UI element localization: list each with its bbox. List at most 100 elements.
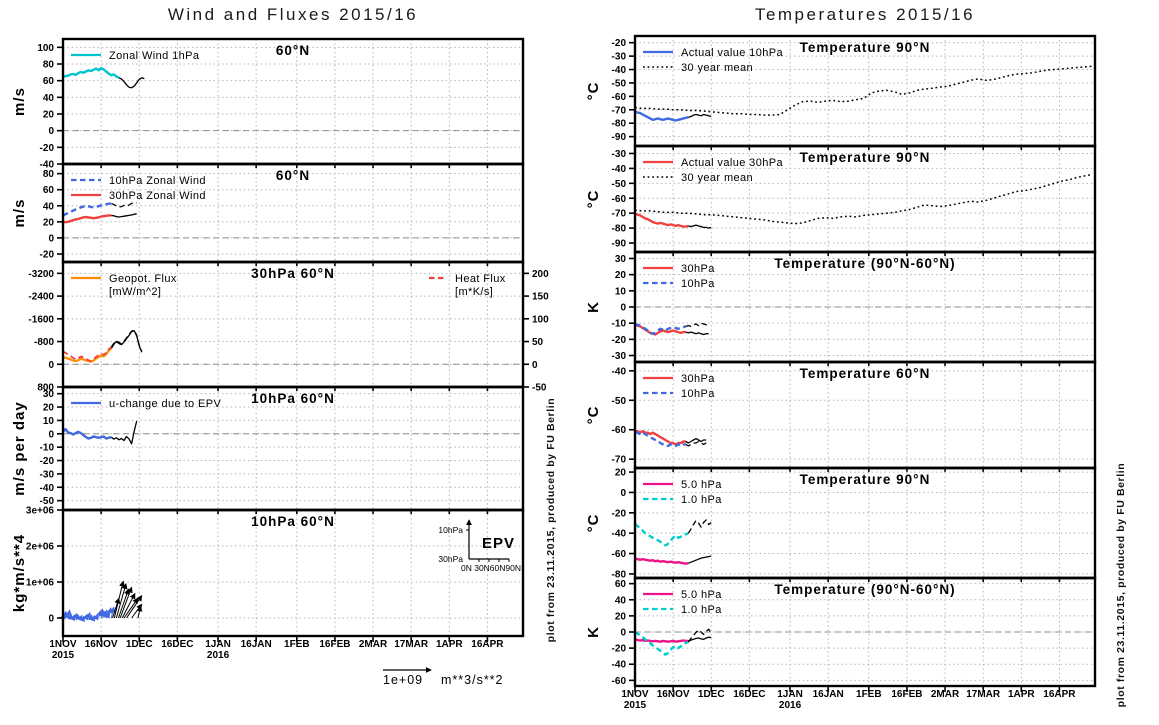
- chart-text: 1NOV: [49, 639, 77, 650]
- chart-text: Zonal Wind 1hPa: [109, 50, 200, 62]
- chart-text: 16DEC: [733, 689, 765, 700]
- epv-arrow: [63, 611, 70, 619]
- chart-text: 16APR: [471, 639, 504, 650]
- series-line: [62, 67, 120, 79]
- epv-arrow: [104, 611, 110, 619]
- chart-text: 10hPa 60°N: [251, 514, 335, 529]
- chart-text: Actual value 10hPa: [681, 47, 783, 59]
- series-line: [635, 431, 686, 448]
- chart-text: -40: [612, 529, 627, 540]
- epv-arrow: [69, 614, 76, 622]
- chart-text: 16NOV: [85, 639, 118, 650]
- chart-text: 30hPa Zonal Wind: [109, 190, 206, 202]
- chart-text: 30: [615, 254, 627, 265]
- series-line: [110, 420, 138, 445]
- chart-text: 30hPa: [438, 554, 463, 564]
- epv-arrow: [106, 607, 113, 619]
- chart-text: -60: [612, 425, 627, 436]
- chart-text: 60°N: [276, 43, 310, 58]
- series-line: [685, 437, 707, 444]
- chart-text: m**3/s**2: [441, 673, 504, 687]
- chart-text: 0: [620, 628, 626, 639]
- chart-text: -10: [612, 319, 627, 330]
- temperatures-title: Temperatures 2015/16: [754, 5, 976, 24]
- chart-text: -80: [612, 569, 627, 580]
- chart-text: -30: [612, 351, 627, 362]
- chart-text: -80: [612, 119, 627, 130]
- chart-text: 16DEC: [161, 639, 193, 650]
- chart-text: -1600: [28, 314, 54, 325]
- chart-text: -3200: [28, 269, 54, 280]
- chart-text: 30 year mean: [681, 62, 753, 74]
- epv-arrow: [100, 610, 107, 619]
- series-line: [688, 555, 712, 564]
- chart-text: 0: [48, 360, 54, 371]
- chart-text: 10hPa 60°N: [251, 391, 335, 406]
- chart-text: -20: [40, 249, 55, 260]
- series-line: [634, 322, 687, 335]
- epv-arrow: [92, 613, 99, 621]
- chart-text: 1FEB: [856, 689, 882, 700]
- chart-text: 20: [615, 611, 627, 622]
- chart-text: -60: [612, 92, 627, 103]
- epv-arrow: [75, 613, 82, 620]
- chart-text: -2400: [28, 292, 54, 303]
- chart-text: -20: [40, 143, 55, 154]
- chart-text: EPV: [482, 535, 515, 552]
- watermark-left: plot from 23.11.2015, produced by FU Ber…: [545, 397, 557, 643]
- epv-arrow: [119, 586, 133, 619]
- chart-text: 60: [43, 185, 55, 196]
- series-line: [62, 214, 112, 224]
- series-line: [111, 213, 137, 218]
- chart-text: -60: [612, 194, 627, 205]
- chart-text: 40: [615, 595, 627, 606]
- chart-text: 20: [43, 217, 55, 228]
- chart-text: 5.0 hPa: [681, 589, 722, 601]
- series-line: [688, 636, 712, 642]
- chart-text: -40: [40, 483, 55, 494]
- chart-text: 2015: [624, 700, 647, 711]
- epv-arrow: [85, 611, 92, 619]
- series-line: [111, 201, 137, 208]
- chart-text: 20: [43, 403, 55, 414]
- series-line: [634, 630, 689, 656]
- series-line: [685, 440, 707, 447]
- chart-text: 20: [43, 110, 55, 121]
- chart-text: 60: [615, 579, 627, 590]
- chart-text: Temperature 60°N: [800, 366, 931, 381]
- chart-text: -60: [612, 549, 627, 560]
- series-line: [62, 427, 112, 440]
- chart-text: 150: [532, 292, 549, 303]
- chart-text: 1.0 hPa: [681, 604, 722, 616]
- chart-text: 16JAN: [813, 689, 844, 700]
- chart-text: -70: [612, 209, 627, 220]
- chart-text: -30: [612, 52, 627, 63]
- chart-text: 2015: [52, 650, 75, 661]
- chart-text: 5.0 hPa: [681, 479, 722, 491]
- chart-text: -30: [612, 149, 627, 160]
- epv-arrow: [123, 597, 139, 619]
- temperatures-chart: -20 -30 -40 -50 -60 -70 -80 -90 Temperature 90°N…: [585, 34, 1097, 711]
- chart-text: 2016: [207, 650, 230, 661]
- chart-text: 2e+06: [26, 542, 55, 553]
- chart-text: 30hPa: [681, 373, 715, 385]
- series-line: [62, 202, 112, 217]
- series-line: [685, 322, 709, 328]
- chart-text: 1e+06: [26, 578, 55, 589]
- chart-text: -80: [612, 224, 627, 235]
- chart-text: 80: [43, 169, 55, 180]
- chart-text: 30 year mean: [681, 172, 753, 184]
- chart-text: 0: [620, 303, 626, 314]
- chart-text: Temperature 90°N: [800, 472, 931, 487]
- series-line: [688, 113, 712, 118]
- chart-text: 800: [37, 383, 54, 394]
- epv-arrow: [109, 606, 116, 619]
- chart-text: 16JAN: [241, 639, 272, 650]
- chart-text: -20: [612, 644, 627, 655]
- chart-text: Geopot. Flux: [109, 273, 177, 285]
- chart-text: 1e+09: [383, 673, 423, 687]
- chart-text: 0: [532, 360, 538, 371]
- chart-text: 16APR: [1043, 689, 1076, 700]
- chart-text: -90: [612, 239, 627, 250]
